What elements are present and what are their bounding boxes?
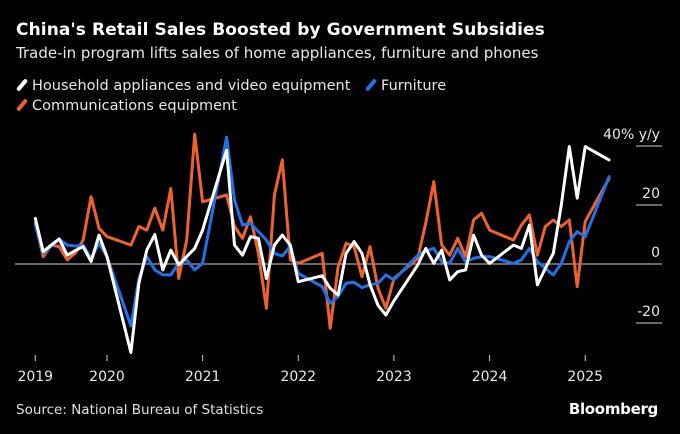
x-tick-label: 2022 [280,369,316,385]
legend: Household appliances and video equipment… [15,76,486,116]
bloomberg-logo: Bloomberg [568,400,658,418]
legend-item-furniture: Furniture [364,76,447,96]
legend-item-appliances: Household appliances and video equipment [15,76,351,96]
y-tick-label: 0 [651,245,660,261]
series-line-communications-equipment [33,132,611,330]
x-tick-label: 2021 [185,369,221,385]
x-tick-label: 2019 [17,369,53,385]
y-tick-label: 20 [642,186,660,202]
x-tick-label: 2023 [376,369,412,385]
y-tick-label: -20 [637,304,660,320]
x-tick-label: 2024 [472,369,508,385]
legend-item-communications: Communications equipment [15,96,237,116]
legend-label: Furniture [381,78,447,94]
chart-subtitle: Trade-in program lifts sales of home app… [16,44,539,62]
series-line-furniture [33,135,611,328]
x-tick-label: 2020 [89,369,125,385]
legend-label: Communications equipment [32,98,237,114]
chart-title: China's Retail Sales Boosted by Governme… [16,20,545,40]
source-note: Source: National Bureau of Statistics [16,402,264,418]
series-line-household-appliances-and-video-equipment [33,145,611,354]
legend-label: Household appliances and video equipment [32,78,351,94]
y-tick-label: 40% y/y [603,127,660,143]
x-tick-label: 2025 [567,369,603,385]
